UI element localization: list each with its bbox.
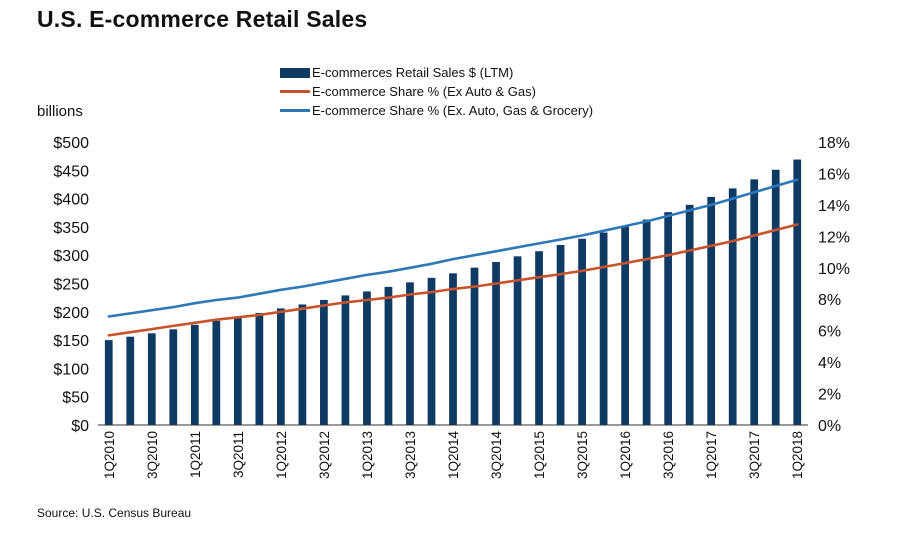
bar-3Q2010 xyxy=(147,333,156,425)
x-tick-label: 3Q2010 xyxy=(145,431,160,479)
y2-tick-label: 16% xyxy=(818,166,850,183)
bar-2Q2015 xyxy=(556,245,565,425)
x-tick-label: 1Q2017 xyxy=(704,431,719,479)
y2-tick-label: 6% xyxy=(818,324,841,341)
bar-1Q2017 xyxy=(707,196,716,425)
legend-item-sales: E-commerces Retail Sales $ (LTM) xyxy=(280,63,593,82)
y-tick-label: $50 xyxy=(62,390,89,407)
y-tick-label: $500 xyxy=(53,135,89,152)
y-tick-label: $100 xyxy=(53,361,89,378)
y-tick-label: $450 xyxy=(53,163,89,180)
y-tick-label: $150 xyxy=(53,333,89,350)
x-tick-label: 1Q2015 xyxy=(532,431,547,479)
bar-4Q2016 xyxy=(685,204,694,425)
bar-2Q2010 xyxy=(126,336,135,425)
bar-3Q2015 xyxy=(578,238,586,425)
y2-tick-label: 12% xyxy=(818,229,850,246)
bar-4Q2011 xyxy=(255,312,264,425)
bar-3Q2013 xyxy=(406,282,414,425)
y-tick-label: $400 xyxy=(53,192,89,209)
bar-1Q2013 xyxy=(363,291,371,425)
y2-tick-label: 0% xyxy=(818,418,841,435)
tick-labels: $0 $50 $100 $150 $200 $250 $300 $350 $400 $450 $50… xyxy=(53,135,850,479)
legend-label-sales: E-commerces Retail Sales $ (LTM) xyxy=(312,65,514,80)
bar-2Q2013 xyxy=(384,286,393,425)
legend-item-share-auto-gas: E-commerce Share % (Ex Auto & Gas) xyxy=(280,82,593,101)
legend-item-share-grocery: E-commerce Share % (Ex. Auto, Gas & Groc… xyxy=(280,101,593,120)
y2-tick-label: 14% xyxy=(818,198,850,215)
source-note: Source: U.S. Census Bureau xyxy=(37,506,192,520)
bar-1Q2018 xyxy=(793,159,802,425)
x-tick-label: 1Q2014 xyxy=(446,431,461,480)
x-tick-label: 1Q2012 xyxy=(274,431,289,479)
x-tick-label: 3Q2015 xyxy=(575,431,590,479)
y2-tick-label: 18% xyxy=(818,135,850,152)
bar-1Q2014 xyxy=(449,273,457,425)
x-tick-label: 3Q2013 xyxy=(403,431,418,479)
bar-2Q2014 xyxy=(470,267,479,425)
bar-4Q2012 xyxy=(341,295,350,425)
bar-series xyxy=(104,159,802,425)
line-share-ex-auto-gas xyxy=(107,223,799,337)
x-tick-label: 1Q2010 xyxy=(102,431,117,479)
bar-1Q2010 xyxy=(104,340,113,425)
bar-4Q2014 xyxy=(513,256,522,425)
x-tick-label: 3Q2016 xyxy=(661,431,676,479)
legend-swatch-share-grocery xyxy=(280,109,310,112)
legend: E-commerces Retail Sales $ (LTM) E-comme… xyxy=(280,63,593,120)
x-tick-label: 1Q2016 xyxy=(618,431,633,479)
line-series xyxy=(107,178,799,337)
x-tick-label: 1Q2018 xyxy=(790,431,805,479)
chart-title: U.S. E-commerce Retail Sales xyxy=(37,6,368,32)
x-tick-label: 3Q2012 xyxy=(317,431,332,479)
x-tick-label: 1Q2011 xyxy=(188,431,203,478)
x-tick-label: 1Q2013 xyxy=(360,431,375,479)
bar-4Q2013 xyxy=(427,277,436,425)
bar-2Q2017 xyxy=(728,188,737,425)
bar-1Q2015 xyxy=(535,251,543,425)
bar-4Q2015 xyxy=(599,232,608,425)
bar-3Q2014 xyxy=(492,261,500,425)
y-tick-label: $350 xyxy=(53,220,89,237)
bar-1Q2011 xyxy=(190,324,199,425)
bar-3Q2011 xyxy=(233,317,242,425)
y-tick-label: $200 xyxy=(53,305,89,322)
y2-tick-label: 10% xyxy=(818,261,850,278)
bar-1Q2016 xyxy=(621,225,629,425)
x-tick-label: 3Q2014 xyxy=(489,431,504,480)
y2-tick-label: 2% xyxy=(818,387,841,404)
legend-label-share-grocery: E-commerce Share % (Ex. Auto, Gas & Groc… xyxy=(312,103,594,118)
bar-4Q2010 xyxy=(169,329,178,425)
y2-tick-label: 4% xyxy=(818,355,841,372)
x-tick-label: 3Q2017 xyxy=(747,431,762,479)
bar-1Q2012 xyxy=(277,308,285,425)
y-axis-label: billions xyxy=(37,103,83,120)
bar-4Q2017 xyxy=(771,169,780,425)
y-tick-label: $250 xyxy=(53,277,89,294)
legend-swatch-share-auto-gas xyxy=(280,90,310,93)
line-share-ex-auto-gas-grocery xyxy=(107,178,799,318)
bar-3Q2016 xyxy=(664,212,673,425)
y-tick-label: $300 xyxy=(53,248,89,265)
legend-swatch-sales xyxy=(280,67,310,78)
x-tick-label: 3Q2011 xyxy=(231,431,246,478)
legend-label-share-auto-gas: E-commerce Share % (Ex Auto & Gas) xyxy=(312,84,536,99)
bar-2Q2011 xyxy=(212,320,221,425)
y-tick-label: $0 xyxy=(71,418,89,435)
bar-3Q2012 xyxy=(320,299,328,425)
bar-2Q2012 xyxy=(298,304,307,425)
y2-tick-label: 8% xyxy=(818,292,841,309)
bar-2Q2016 xyxy=(642,219,651,425)
bar-3Q2017 xyxy=(750,179,759,425)
